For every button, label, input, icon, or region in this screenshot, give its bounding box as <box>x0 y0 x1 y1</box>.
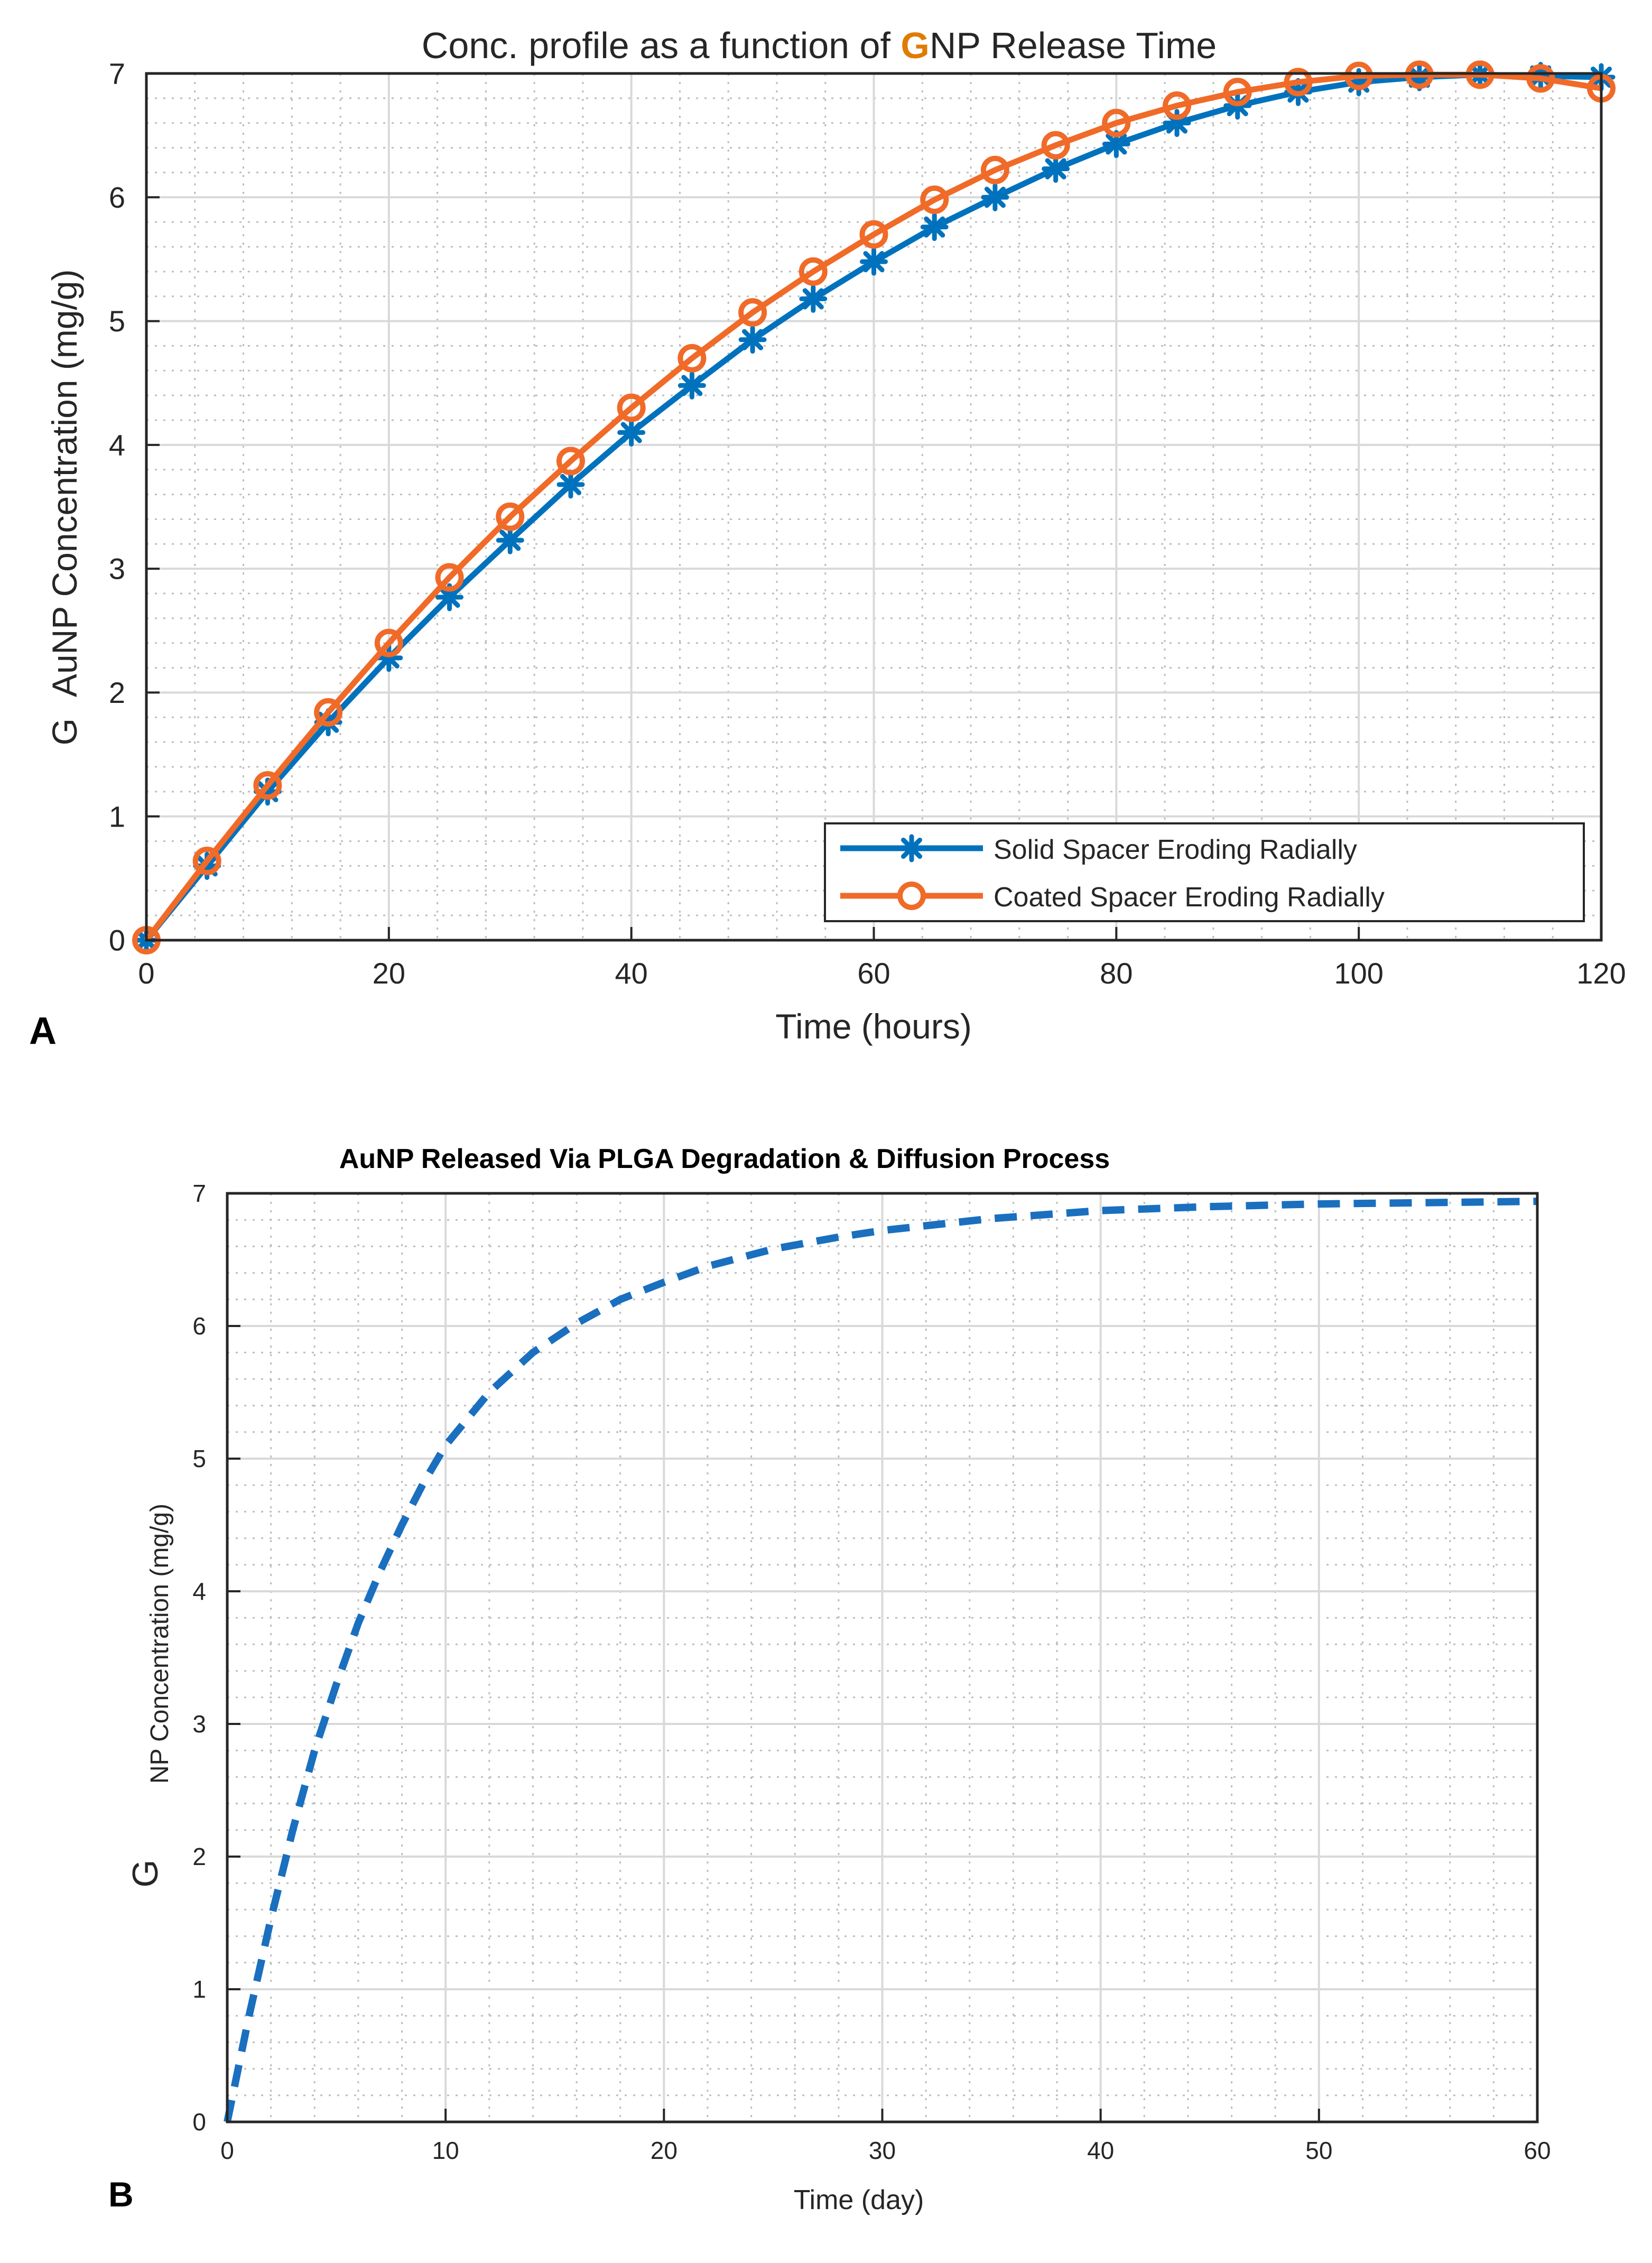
b-y-tick-label: 0 <box>192 2108 206 2136</box>
panel-b-y-ticks: 0 1 2 3 4 5 6 7 <box>192 1180 240 2136</box>
b-x-tick-label: 60 <box>1524 2137 1551 2164</box>
coated-spacer-marker <box>617 393 646 422</box>
panel-b-x-axis-label: Time (day) <box>794 2185 924 2215</box>
panel-b-chart: 0 10 20 30 40 50 60 0 1 2 3 4 5 6 7 AuNP Released Via… <box>108 1144 1551 2215</box>
coated-spacer-marker <box>314 698 343 727</box>
a-y-tick-label: 0 <box>109 924 125 957</box>
a-y-tick-label: 6 <box>109 181 125 214</box>
solid-spacer-marker <box>617 418 646 447</box>
a-x-tick-label: 60 <box>857 957 890 990</box>
coated-spacer-marker <box>435 563 464 592</box>
panel-a-y-axis-label: GAuNP Concentration (mg/g) <box>45 270 84 746</box>
b-y-tick-label: 5 <box>192 1445 206 1472</box>
a-x-tick-label: 100 <box>1334 957 1383 990</box>
coated-spacer-marker <box>556 447 585 476</box>
coated-spacer-marker <box>1102 108 1131 137</box>
coated-spacer-marker <box>859 220 888 249</box>
legend-coated-marker <box>897 882 926 910</box>
panel-b-x-ticks: 0 10 20 30 40 50 60 <box>220 2109 1551 2164</box>
solid-spacer-marker <box>920 213 949 242</box>
a-y-tick-label: 7 <box>109 57 125 90</box>
b-y-tick-label: 6 <box>192 1312 206 1340</box>
panel-b-label: B <box>108 2175 134 2214</box>
legend-coated-label: Coated Spacer Eroding Radially <box>994 882 1385 913</box>
panel-a-label: A <box>29 1010 57 1052</box>
coated-spacer-marker <box>980 155 1009 184</box>
a-x-tick-label: 20 <box>373 957 405 990</box>
coated-spacer-marker <box>920 185 949 214</box>
panel-a-series <box>132 60 1616 954</box>
coated-spacer-marker <box>1526 64 1555 93</box>
b-y-tick-label: 1 <box>192 1976 206 2003</box>
coated-spacer-marker <box>738 298 767 327</box>
b-y-tick-label: 2 <box>192 1843 206 1870</box>
b-x-tick-label: 0 <box>220 2137 234 2164</box>
legend-solid-marker <box>897 834 926 862</box>
legend-solid-label: Solid Spacer Eroding Radially <box>994 834 1357 865</box>
coated-spacer-marker <box>1223 78 1252 107</box>
a-y-tick-label: 4 <box>109 428 125 461</box>
panel-a-legend: Solid Spacer Eroding Radially Coated Spa… <box>824 822 1585 922</box>
b-x-tick-label: 50 <box>1305 2137 1332 2164</box>
a-x-tick-label: 0 <box>138 957 154 990</box>
a-y-tick-label: 3 <box>109 552 125 586</box>
panel-a-x-ticks: 0 20 40 60 80 100 120 <box>138 927 1626 990</box>
b-y-tick-label: 7 <box>192 1180 206 1207</box>
legend-solid-asterisk <box>897 834 926 862</box>
panel-b-y-axis-label: NP Concentration (mg/g) <box>146 1504 174 1784</box>
solid-spacer-marker <box>860 247 888 276</box>
solid-spacer-marker <box>556 470 585 499</box>
panel-a-y-ticks: 0 1 2 3 4 5 6 7 <box>109 57 160 957</box>
a-y-tick-label: 5 <box>109 304 125 338</box>
solid-spacer-marker <box>981 183 1009 211</box>
solid-spacer-marker <box>496 526 524 554</box>
coated-spacer-series-line <box>144 71 1602 942</box>
coated-spacer-marker <box>1041 131 1070 160</box>
a-x-tick-label: 120 <box>1576 957 1626 990</box>
panel-b-series <box>224 1198 1538 2123</box>
solid-spacer-marker <box>738 326 767 354</box>
coated-spacer-marker <box>1163 91 1192 120</box>
b-x-tick-label: 20 <box>651 2137 677 2164</box>
a-y-tick-label: 2 <box>109 676 125 709</box>
coated-spacer-marker <box>677 344 707 373</box>
panel-a-chart: 0 20 40 60 80 100 120 0 1 2 3 4 5 6 7 Conc. profile a… <box>0 0 1652 1068</box>
solid-spacer-marker <box>799 284 828 313</box>
coated-spacer-marker <box>192 847 221 876</box>
coated-spacer-marker <box>1344 61 1373 90</box>
b-y-tick-label: 4 <box>192 1578 206 1605</box>
panel-b-y-axis-label-prefix: G <box>125 1860 165 1888</box>
panel-a-x-axis-label: Time (hours) <box>775 1007 972 1046</box>
a-x-tick-label: 80 <box>1100 957 1133 990</box>
a-y-tick-label: 1 <box>109 800 125 833</box>
solid-spacer-marker <box>677 371 706 400</box>
plga-release-series-line <box>224 1198 1538 2123</box>
solid-spacer-marker <box>1042 154 1070 183</box>
b-x-tick-label: 40 <box>1087 2137 1114 2164</box>
b-y-tick-label: 3 <box>192 1710 206 1738</box>
coated-spacer-marker <box>253 771 282 800</box>
coated-spacer-marker <box>496 502 525 531</box>
b-x-tick-label: 30 <box>869 2137 896 2164</box>
coated-spacer-marker <box>374 628 403 657</box>
a-x-tick-label: 40 <box>615 957 648 990</box>
coated-spacer-marker <box>799 257 828 286</box>
panel-b-grid <box>226 1192 1538 2123</box>
coated-spacer-marker <box>1284 68 1313 97</box>
panel-b-title: AuNP Released Via PLGA Degradation & Dif… <box>339 1144 1110 1174</box>
b-x-tick-label: 10 <box>432 2137 459 2164</box>
panel-a-title: Conc. profile as a function of GNP Relea… <box>422 25 1217 66</box>
solid-spacer-marker <box>1102 130 1130 159</box>
